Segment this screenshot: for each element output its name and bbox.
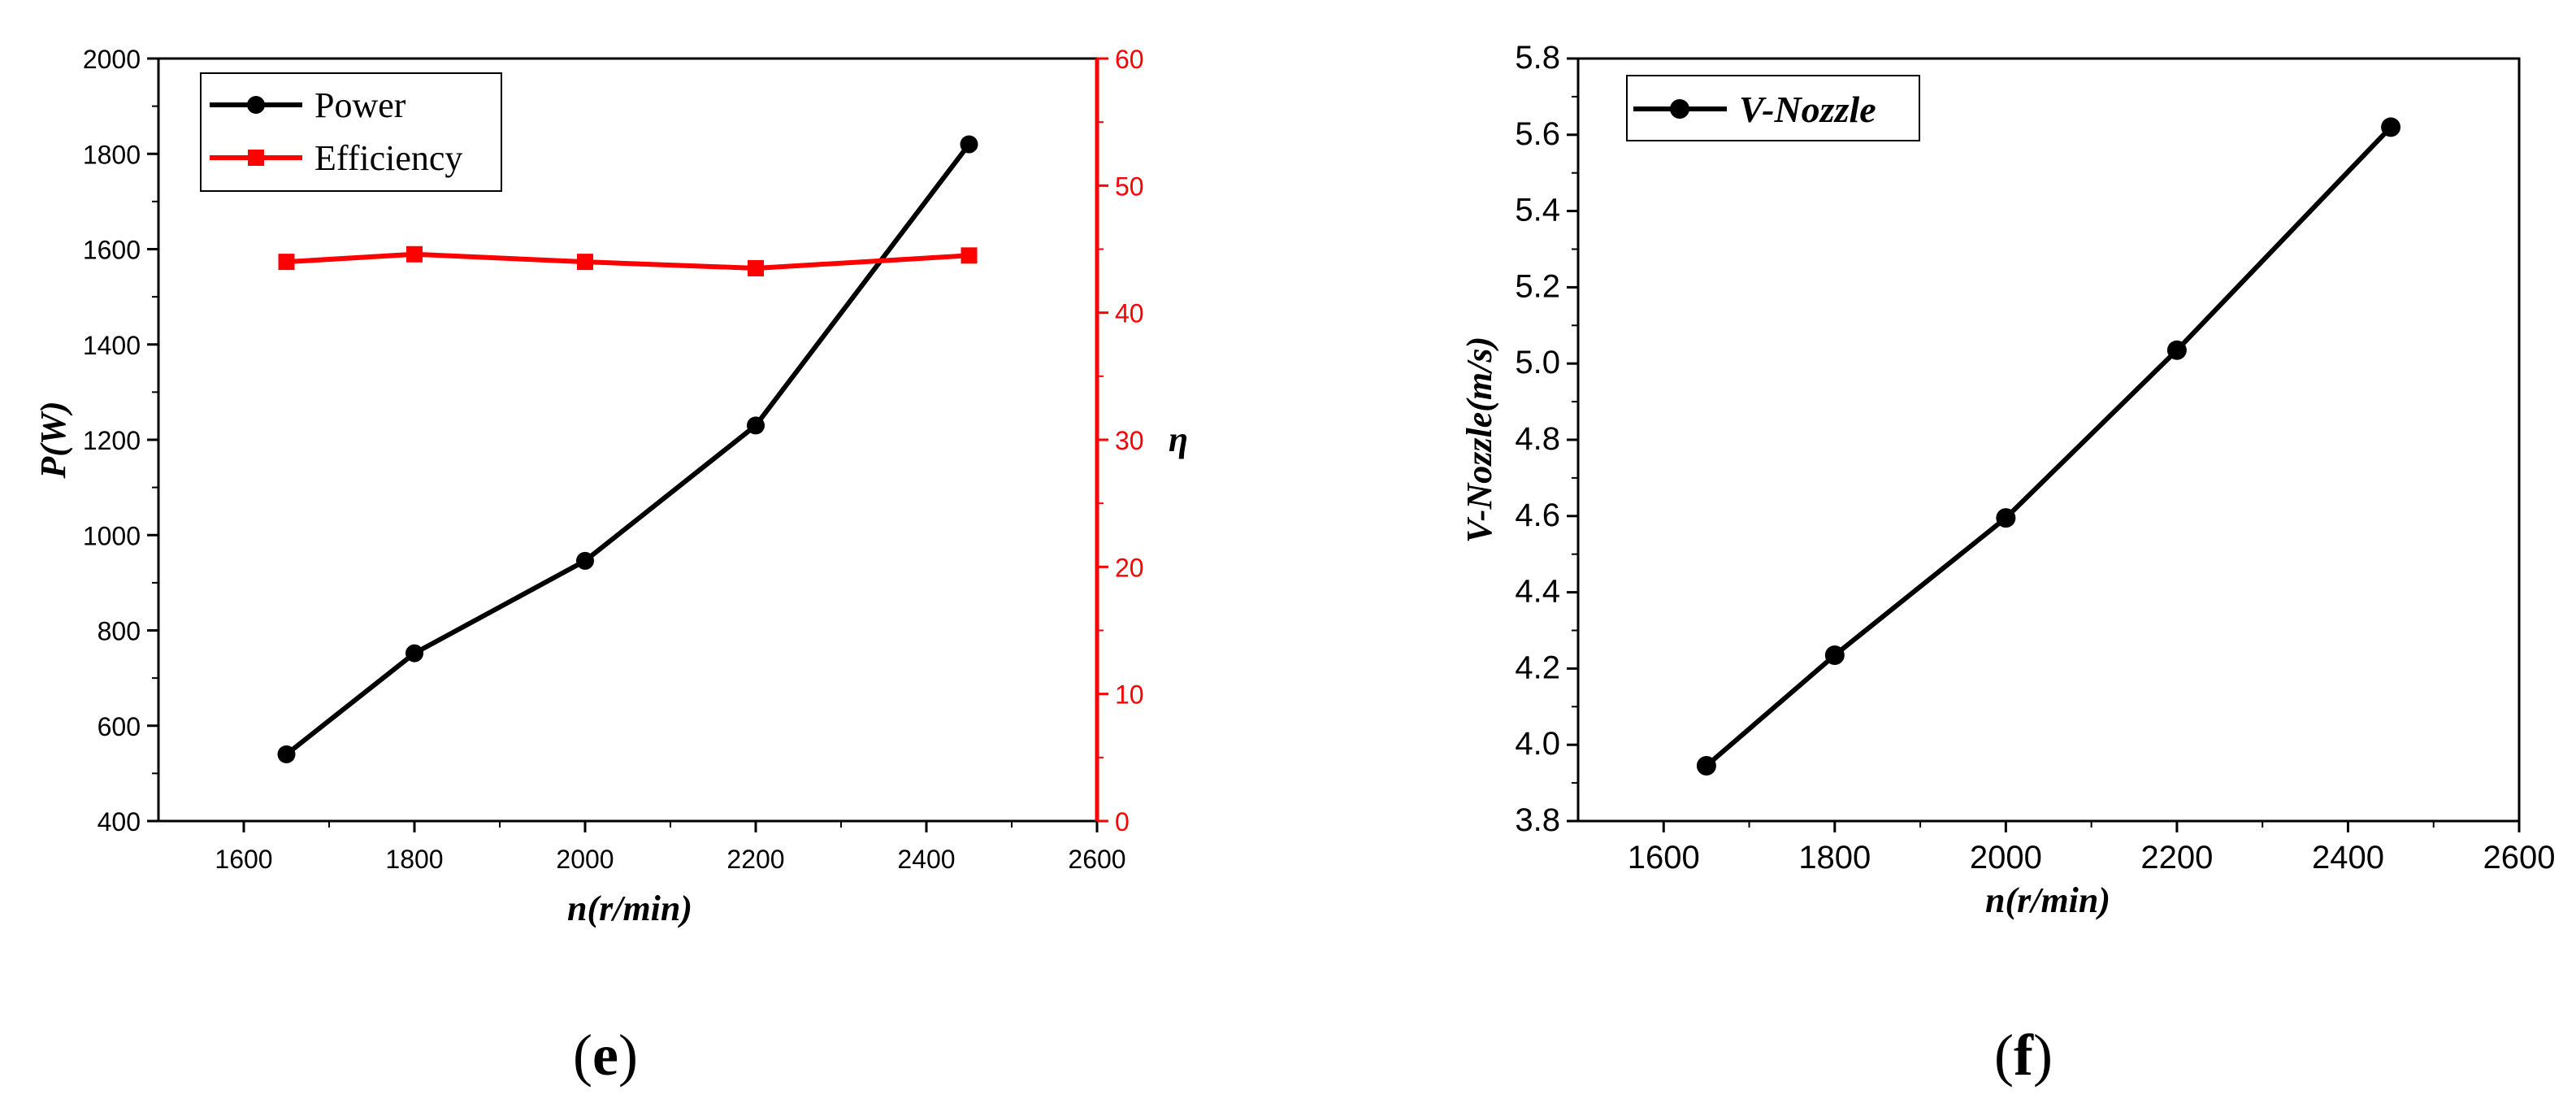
y2-tick-label: 40 xyxy=(1115,299,1144,328)
series-efficiency-point xyxy=(748,259,764,276)
y-tick-label: 800 xyxy=(98,617,141,646)
chart-f-y-ticks: 3.8 4.0 4.2 4.4 4.6 4.8 5.0 5.2 5.4 5.6 5.8 xyxy=(1515,40,1578,838)
chart-e-series xyxy=(277,135,978,763)
y-tick-label: 4.8 xyxy=(1515,421,1560,457)
y-tick-label: 1600 xyxy=(83,236,141,265)
series-power-point xyxy=(960,135,978,154)
legend-v-nozzle-label: V-Nozzle xyxy=(1739,89,1876,130)
chart-f-plot-frame xyxy=(1576,57,2521,823)
series-power-line xyxy=(284,142,971,757)
chart-e-legend-box xyxy=(200,72,502,192)
chart-f-panel-label: (f) xyxy=(1994,1023,2053,1088)
y2-tick-label: 30 xyxy=(1115,426,1144,455)
x-tick-label: 1600 xyxy=(1628,840,1700,876)
x-tick-label: 2200 xyxy=(2140,840,2213,876)
series-efficiency-line xyxy=(286,251,969,271)
y-tick-label: 5.4 xyxy=(1515,193,1560,228)
chart-f-series xyxy=(1696,117,2401,776)
y-tick-label: 4.6 xyxy=(1515,498,1560,533)
y2-tick-label: 10 xyxy=(1115,680,1144,710)
chart-f-y-axis-title: V-Nozzle(m/s) xyxy=(1459,337,1499,543)
y-tick-label: 1800 xyxy=(83,140,141,169)
y-tick-label: 4.0 xyxy=(1515,726,1560,762)
legend-power-marker xyxy=(247,96,265,114)
y-tick-label: 5.2 xyxy=(1515,268,1560,304)
series-v-nozzle-point xyxy=(2166,340,2187,360)
legend-power-label: Power xyxy=(314,85,406,125)
series-v-nozzle-point xyxy=(1696,755,1716,776)
x-tick-label: 2600 xyxy=(1068,845,1125,874)
y-tick-label: 5.8 xyxy=(1515,40,1560,76)
x-tick-label: 2000 xyxy=(556,845,614,874)
series-power-point xyxy=(405,644,423,663)
chart-f-legend: V-Nozzle xyxy=(1626,75,1920,141)
y-tick-label: 3.8 xyxy=(1515,802,1560,838)
y-tick-label: 600 xyxy=(98,712,141,741)
x-tick-label: 2400 xyxy=(2312,840,2384,876)
y-tick-label: 1400 xyxy=(83,331,141,360)
x-tick-label: 1800 xyxy=(385,845,443,874)
y-tick-label: 4.2 xyxy=(1515,650,1560,685)
y-tick-label: 5.0 xyxy=(1515,345,1560,380)
x-tick-label: 1600 xyxy=(215,845,272,874)
y2-tick-label: 0 xyxy=(1115,807,1130,836)
chart-e-panel-label: (e) xyxy=(573,1023,638,1088)
chart-e-legend: Power Efficiency xyxy=(200,72,502,192)
series-v-nozzle-point xyxy=(1824,645,1845,665)
y2-tick-label: 20 xyxy=(1115,553,1144,582)
series-power-point xyxy=(277,745,296,763)
chart-e-y2-axis-title: η xyxy=(1169,419,1188,459)
y2-tick-label: 60 xyxy=(1115,45,1144,74)
x-tick-label: 2400 xyxy=(897,845,955,874)
series-v-nozzle-line xyxy=(1704,125,2393,768)
legend-efficiency-marker xyxy=(248,150,264,166)
series-efficiency-point xyxy=(961,247,978,264)
chart-f-v-nozzle: 1600 1800 2000 2200 2400 2600 3.8 4.0 4.2 4.4 4.6… xyxy=(1459,40,2555,1088)
y2-tick-label: 50 xyxy=(1115,172,1144,201)
chart-e-x-ticks: 1600 1800 2000 2200 2400 2600 xyxy=(215,821,1126,874)
x-tick-label: 2000 xyxy=(1970,840,2042,876)
y-tick-label: 1000 xyxy=(83,521,141,550)
chart-e-y-ticks: 400 600 800 1000 1200 1400 1600 1800 2000 xyxy=(83,45,158,836)
chart-e-y-axis-title: P(W) xyxy=(33,401,73,479)
series-efficiency-point xyxy=(577,254,593,271)
chart-f-x-axis-title: n(r/min) xyxy=(1985,880,2110,920)
series-efficiency-point xyxy=(406,245,423,263)
series-efficiency-point xyxy=(278,254,295,271)
x-tick-label: 2200 xyxy=(726,845,784,874)
y-tick-label: 2000 xyxy=(83,45,141,74)
series-power-point xyxy=(576,551,594,570)
chart-e-y2-ticks: 0 10 20 30 40 50 60 xyxy=(1097,45,1144,836)
y-tick-label: 4.4 xyxy=(1515,574,1560,610)
series-v-nozzle-point xyxy=(2381,117,2401,137)
x-tick-label: 2600 xyxy=(2483,840,2556,876)
series-v-nozzle-point xyxy=(1996,508,2016,528)
legend-v-nozzle-marker xyxy=(1670,99,1689,119)
legend-efficiency-label: Efficiency xyxy=(314,138,462,178)
y-tick-label: 1200 xyxy=(83,426,141,455)
series-power-point xyxy=(747,416,765,435)
chart-e-x-axis-title: n(r/min) xyxy=(567,889,692,928)
x-tick-label: 1800 xyxy=(1798,840,1871,876)
y-tick-label: 400 xyxy=(98,807,141,836)
chart-f-x-ticks: 1600 1800 2000 2200 2400 2600 xyxy=(1628,821,2556,876)
y-tick-label: 5.6 xyxy=(1515,116,1560,152)
chart-e-power-efficiency: 1600 1800 2000 2200 2400 2600 400600800100012… xyxy=(33,45,1188,1088)
